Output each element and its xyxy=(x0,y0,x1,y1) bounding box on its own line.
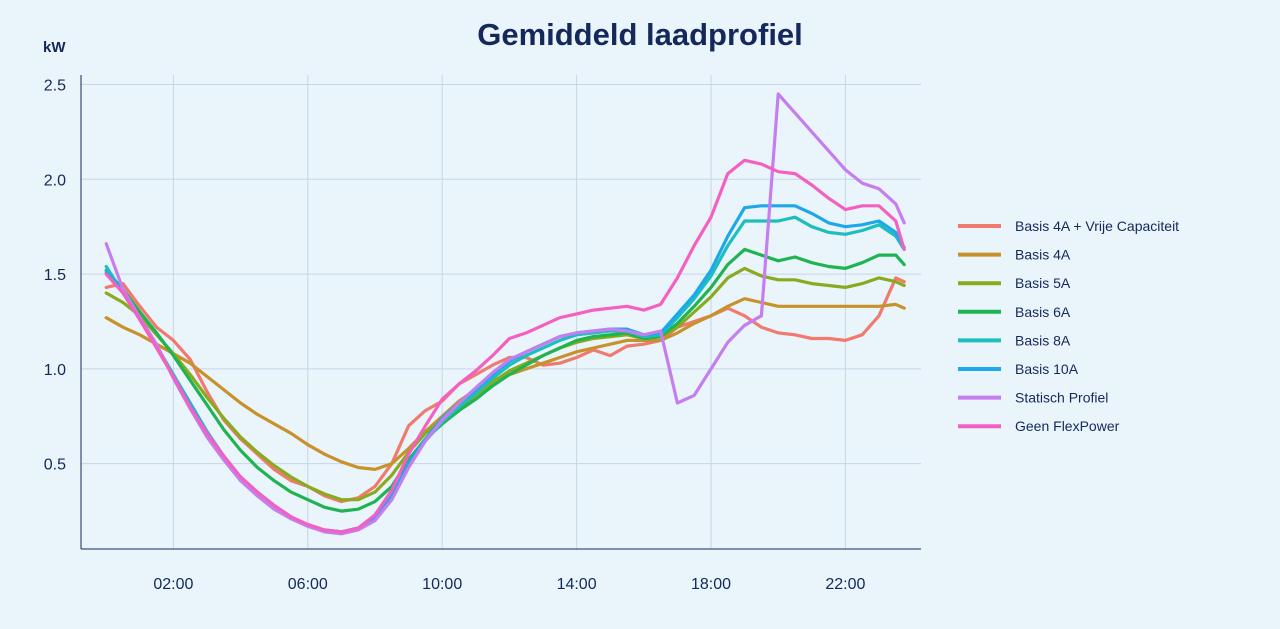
legend-label: Statisch Profiel xyxy=(1015,390,1108,406)
legend-label: Basis 4A xyxy=(1015,247,1071,263)
series-line-2 xyxy=(104,266,906,502)
y-tick-label: 1.5 xyxy=(44,267,66,284)
y-axis-unit: kW xyxy=(43,39,66,56)
legend-label: Basis 10A xyxy=(1015,361,1079,377)
x-tick-label: 06:00 xyxy=(288,576,328,593)
x-tick-label: 18:00 xyxy=(691,576,731,593)
series-line-7 xyxy=(104,158,906,534)
series-line-1 xyxy=(104,297,906,471)
series-lines xyxy=(104,92,906,536)
y-axis-ticks: 0.5 1.0 1.5 2.0 2.5 xyxy=(44,77,66,473)
legend-label: Geen FlexPower xyxy=(1015,418,1120,434)
y-tick-label: 2.0 xyxy=(44,172,66,189)
legend: Basis 4A + Vrije Capaciteit Basis 4A Basis… xyxy=(958,218,1179,434)
series-line-3 xyxy=(104,247,906,513)
legend-label: Basis 6A xyxy=(1015,304,1071,320)
y-tick-label: 2.5 xyxy=(44,77,66,94)
x-tick-label: 02:00 xyxy=(153,576,193,593)
chart-title: Gemiddeld laadprofiel xyxy=(477,17,803,52)
x-tick-label: 14:00 xyxy=(557,576,597,593)
series-line-6 xyxy=(104,92,906,536)
legend-label: Basis 4A + Vrije Capaciteit xyxy=(1015,218,1179,234)
y-tick-label: 1.0 xyxy=(44,362,66,379)
grid-lines xyxy=(81,75,921,549)
legend-label: Basis 5A xyxy=(1015,275,1071,291)
x-tick-label: 22:00 xyxy=(825,576,865,593)
x-axis-ticks: 02:00 06:00 10:00 14:00 18:00 22:00 xyxy=(153,576,865,593)
y-tick-label: 0.5 xyxy=(44,457,66,474)
x-tick-label: 10:00 xyxy=(422,576,462,593)
legend-label: Basis 8A xyxy=(1015,332,1071,348)
